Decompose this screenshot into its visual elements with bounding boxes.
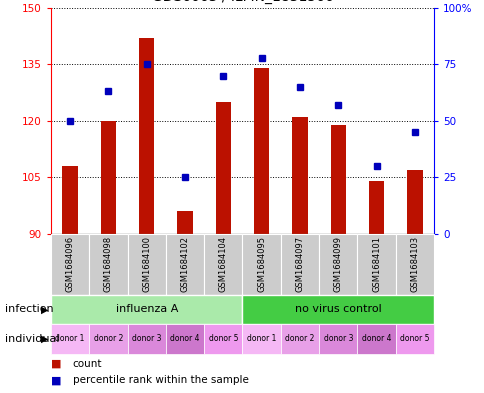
Bar: [395, 234, 433, 295]
Bar: [318, 324, 357, 354]
Bar: [89, 324, 127, 354]
Text: donor 4: donor 4: [170, 334, 199, 343]
Bar: [292, 117, 307, 234]
Bar: [101, 121, 116, 234]
Bar: [204, 324, 242, 354]
Text: GSM1684098: GSM1684098: [104, 236, 113, 292]
Bar: [204, 234, 242, 295]
Text: GSM1684095: GSM1684095: [257, 236, 266, 292]
Bar: [51, 324, 89, 354]
Text: GSM1684099: GSM1684099: [333, 236, 342, 292]
Bar: [242, 234, 280, 295]
Bar: [139, 38, 154, 234]
Bar: [242, 324, 280, 354]
Text: donor 5: donor 5: [399, 334, 429, 343]
Bar: [177, 211, 192, 234]
Bar: [89, 234, 127, 295]
Text: GSM1684101: GSM1684101: [371, 236, 380, 292]
Text: no virus control: no virus control: [294, 305, 381, 314]
Text: count: count: [73, 358, 102, 369]
Text: GSM1684103: GSM1684103: [409, 236, 419, 292]
Text: infection: infection: [5, 305, 53, 314]
Text: individual: individual: [5, 334, 59, 344]
Bar: [357, 234, 395, 295]
Text: GSM1684097: GSM1684097: [295, 236, 304, 292]
Bar: [280, 234, 318, 295]
Bar: [166, 234, 204, 295]
Text: GSM1684104: GSM1684104: [218, 236, 227, 292]
Text: GSM1684102: GSM1684102: [180, 236, 189, 292]
Text: influenza A: influenza A: [115, 305, 178, 314]
Bar: [368, 181, 383, 234]
Text: donor 1: donor 1: [246, 334, 276, 343]
Text: donor 5: donor 5: [208, 334, 238, 343]
Bar: [330, 125, 345, 234]
Text: ▶: ▶: [41, 305, 48, 314]
Bar: [242, 295, 433, 324]
Text: donor 3: donor 3: [132, 334, 161, 343]
Bar: [51, 234, 89, 295]
Text: GSM1684100: GSM1684100: [142, 236, 151, 292]
Bar: [357, 324, 395, 354]
Text: GSM1684096: GSM1684096: [65, 236, 75, 292]
Bar: [127, 324, 166, 354]
Text: donor 4: donor 4: [361, 334, 391, 343]
Bar: [62, 166, 77, 234]
Bar: [407, 170, 422, 234]
Title: GDS6063 / ILMN_1831566: GDS6063 / ILMN_1831566: [151, 0, 333, 4]
Bar: [215, 102, 230, 234]
Text: ■: ■: [51, 375, 61, 385]
Text: ■: ■: [51, 358, 61, 369]
Bar: [166, 324, 204, 354]
Text: donor 2: donor 2: [93, 334, 123, 343]
Bar: [280, 324, 318, 354]
Bar: [127, 234, 166, 295]
Text: donor 2: donor 2: [285, 334, 314, 343]
Text: percentile rank within the sample: percentile rank within the sample: [73, 375, 248, 385]
Bar: [318, 234, 357, 295]
Bar: [254, 68, 269, 234]
Bar: [395, 324, 433, 354]
Text: donor 3: donor 3: [323, 334, 352, 343]
Bar: [51, 295, 242, 324]
Text: ▶: ▶: [41, 334, 48, 344]
Text: donor 1: donor 1: [55, 334, 85, 343]
